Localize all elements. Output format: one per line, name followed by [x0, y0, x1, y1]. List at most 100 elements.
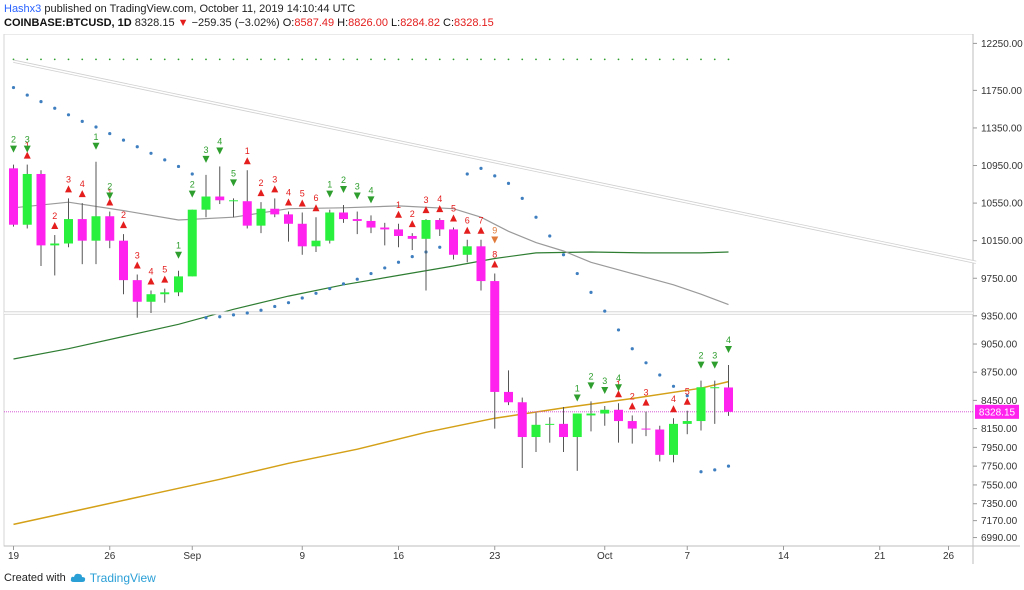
sar-dot	[493, 174, 497, 178]
td-green-count: 2	[341, 175, 346, 185]
candle	[242, 170, 252, 229]
td-red-triangle	[395, 210, 402, 218]
td-red-triangle	[408, 220, 416, 228]
td-setup-triangle	[491, 236, 499, 244]
td-red-count: 5	[162, 265, 167, 275]
price-tick-label: 8450.00	[981, 396, 1018, 407]
top-dot	[53, 58, 56, 61]
sar-dot	[726, 464, 731, 468]
td-green-count: 1	[176, 241, 181, 251]
price-chart[interactable]: 12250.00 11750.00 11350.00 10950.00 10550.00…	[0, 34, 1024, 564]
candle	[627, 415, 637, 444]
top-dot	[617, 58, 620, 61]
candle	[325, 209, 335, 244]
candle-body	[284, 214, 293, 224]
sar-dot	[561, 253, 566, 257]
td-green-count: 3	[355, 182, 360, 192]
candle-body	[160, 292, 170, 295]
price-tick-label: 10950.00	[981, 161, 1023, 172]
price-tick-label: 9050.00	[981, 340, 1018, 351]
close-value: 8328.15	[454, 17, 494, 29]
sar-dot	[135, 145, 139, 149]
td-red-count: 3	[135, 250, 140, 260]
candle-body	[119, 240, 128, 281]
author-link[interactable]: Hashx3	[4, 3, 42, 15]
trendline-down	[13, 60, 977, 264]
sar-dot	[465, 172, 469, 176]
candle	[339, 204, 348, 223]
td-red-triangle	[628, 402, 636, 410]
price-tick-label: 7750.00	[981, 462, 1018, 473]
td-green-count: 2	[588, 371, 593, 381]
td-red-triangle	[450, 214, 457, 222]
candle-body	[655, 429, 665, 455]
sar-dot	[603, 309, 607, 313]
td-green-triangle	[106, 192, 114, 200]
sar-dot	[245, 311, 249, 315]
top-dot	[328, 58, 331, 61]
candle	[174, 270, 183, 297]
td-red-count: 2	[121, 210, 126, 220]
td-red-triangle	[436, 205, 444, 213]
top-dot	[26, 58, 29, 61]
top-dot	[260, 58, 262, 61]
top-dot	[136, 58, 139, 61]
candle-body	[64, 219, 73, 244]
td-green-count: 3	[25, 135, 30, 145]
top-dot	[548, 58, 551, 61]
candle	[64, 198, 73, 248]
sar-dot	[506, 181, 511, 185]
tradingview-brand[interactable]: TradingView	[89, 571, 156, 585]
sar-dot	[575, 271, 579, 276]
sar-dot	[548, 234, 552, 238]
td-red-triangle	[683, 397, 691, 405]
top-dot	[246, 58, 249, 61]
top-dot	[342, 58, 345, 61]
top-dot	[631, 58, 634, 61]
time-tick-label: Sep	[183, 551, 201, 562]
sar-dot	[630, 347, 634, 351]
candle	[77, 203, 87, 265]
td-green-count: 4	[368, 185, 373, 195]
price-tick-label: 8750.00	[981, 368, 1018, 379]
top-dot	[507, 58, 510, 61]
candle	[119, 234, 128, 295]
candle	[380, 222, 390, 246]
td-red-triangle	[463, 226, 471, 234]
candle-body	[641, 428, 651, 430]
td-green-triangle	[230, 179, 237, 187]
candle-body	[600, 409, 610, 414]
price-tick-label: 9350.00	[981, 311, 1018, 322]
candle	[311, 217, 321, 252]
candle-body	[531, 424, 541, 438]
top-dot	[301, 58, 304, 61]
candle-body	[174, 276, 183, 293]
sar-dot	[286, 301, 291, 305]
price-tick-label: 9750.00	[981, 274, 1018, 285]
candle	[160, 288, 170, 303]
time-tick-label: 7	[684, 551, 690, 562]
candle-body	[380, 227, 390, 230]
td-red-count: 5	[451, 204, 456, 214]
sar-dot	[300, 296, 304, 300]
td-red-triangle	[23, 151, 31, 159]
top-dot	[521, 58, 524, 61]
sar-dot	[176, 164, 181, 169]
current-price-tag	[975, 404, 1019, 419]
candle	[531, 412, 541, 453]
td-red-count: 2	[630, 391, 635, 401]
top-dot	[397, 58, 400, 61]
candle-body	[366, 220, 376, 228]
top-dot	[177, 58, 180, 61]
candle	[9, 164, 18, 227]
td-red-triangle	[257, 189, 265, 197]
top-dot	[438, 58, 441, 61]
td-red-triangle	[78, 190, 86, 198]
top-dot	[163, 58, 166, 61]
candle-body	[36, 173, 46, 246]
sar-dot	[121, 138, 126, 142]
sar-dot	[231, 313, 236, 317]
td-red-count: 3	[272, 174, 277, 184]
td-red-count: 3	[423, 195, 428, 205]
top-dot	[658, 58, 661, 61]
